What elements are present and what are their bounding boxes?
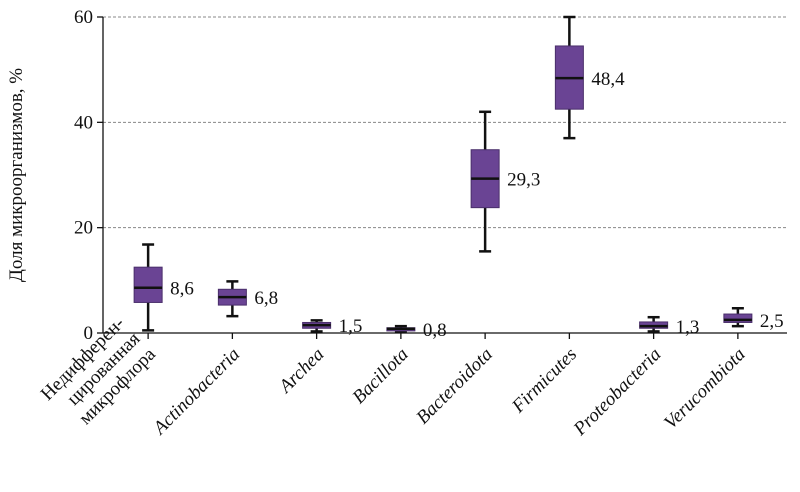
category-label: Actinobacteria (148, 344, 244, 440)
y-axis: 0 20 40 60 (74, 7, 104, 344)
box (723, 313, 753, 323)
box-group: 8,6 (133, 243, 194, 332)
box-group: 48,4 (554, 15, 625, 140)
y-tick-label: 40 (74, 112, 93, 133)
median-label: 0,8 (423, 320, 447, 341)
category-label-line: Bacillota (349, 344, 413, 408)
y-tick-label: 0 (84, 323, 94, 344)
gridlines (103, 16, 787, 229)
category-label-line: Archea (274, 344, 329, 399)
median-label: 1,3 (676, 317, 700, 338)
boxes: 8,6 6,8 1,5 0,8 29,3 48,4 1,3 2,5 (133, 15, 784, 341)
median-label: 48,4 (591, 69, 625, 90)
median-label: 6,8 (254, 288, 278, 309)
median-label: 2,5 (760, 311, 784, 332)
box (133, 266, 163, 303)
category-label: Bacillota (349, 344, 413, 408)
y-tick-label: 20 (74, 218, 93, 239)
category-label: Verucombiota (660, 344, 749, 433)
box-group: 29,3 (470, 110, 540, 253)
category-label: Archea (274, 344, 329, 399)
box-group: 1,5 (302, 316, 363, 337)
box-group: 2,5 (723, 306, 784, 332)
category-label-line: Proteobacteria (569, 344, 665, 440)
category-label-line: Verucombiota (660, 344, 749, 433)
box-group: 6,8 (217, 280, 278, 318)
median-label: 8,6 (170, 279, 194, 300)
y-tick-label: 60 (74, 7, 93, 28)
category-label-line: Firmicutes (507, 344, 581, 418)
box-group: 0,8 (386, 320, 447, 341)
median-label: 29,3 (507, 170, 540, 191)
category-label-line: Bacteroidota (412, 344, 496, 428)
category-label-line: Actinobacteria (148, 344, 244, 440)
median-label: 1,5 (339, 316, 363, 337)
category-label: Bacteroidota (412, 344, 496, 428)
box-group: 1,3 (639, 315, 700, 338)
category-label: Недифферен-цированнаямикрофлора (37, 312, 161, 436)
category-label: Firmicutes (507, 344, 581, 418)
category-label: Proteobacteria (569, 344, 665, 440)
y-axis-title: Доля микроорганизмов, % (6, 68, 27, 282)
